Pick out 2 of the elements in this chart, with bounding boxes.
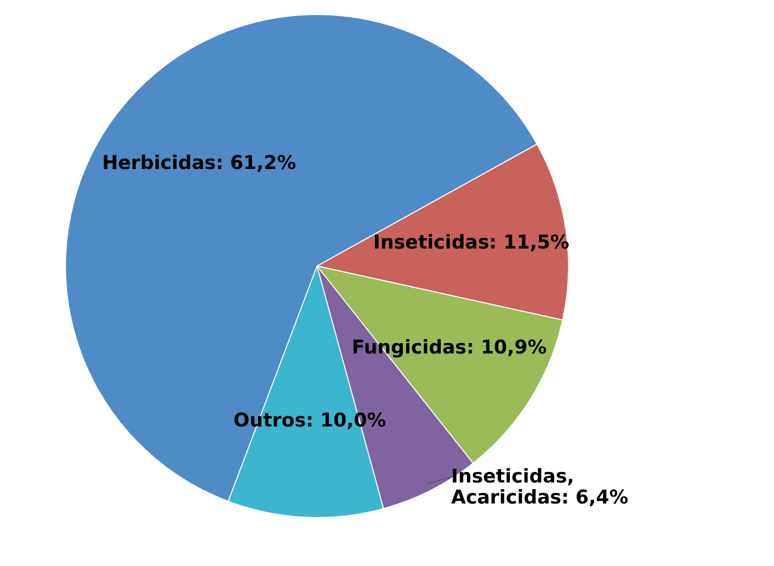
slice-label: Herbicidas: 61,2% — [102, 152, 296, 174]
slice-label: Inseticidas, Acaricidas: 6,4% — [451, 466, 628, 509]
